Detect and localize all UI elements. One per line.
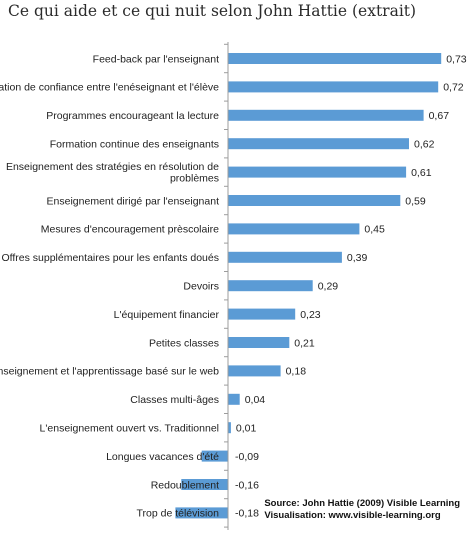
category-label: Formation continue des enseignants (50, 139, 219, 151)
bar (228, 166, 407, 178)
value-label: 0,73 (446, 53, 467, 65)
value-label: -0,09 (235, 451, 259, 463)
bar (181, 479, 228, 490)
value-label: 0,01 (236, 423, 257, 435)
category-label: L'équipement financier (114, 309, 220, 321)
value-label: 0,18 (286, 366, 307, 378)
bar (228, 393, 240, 405)
category-label: Classes multi-âges (130, 394, 219, 406)
value-label: 0,04 (245, 394, 266, 406)
value-label: 0,29 (318, 281, 339, 293)
visualisation-line: Visualisation: www.visible-learning.org (264, 510, 441, 521)
value-labels: 0,73 0,72 0,67 0,62 0,61 0,59 0,45 0,39 0,29 0,23… (235, 53, 467, 519)
category-label: Enseignement dirigé par l'enseignant (47, 195, 220, 207)
chart-title: Ce qui aide et ce qui nuit selon John Ha… (8, 2, 417, 20)
category-label: Longues vacances d'été (106, 451, 219, 463)
category-label: Feed-back par l'enseignant (93, 53, 219, 65)
bar (228, 81, 439, 93)
bar (201, 450, 228, 462)
category-labels: Feed-back par l'enseignant Relation de co… (0, 53, 219, 519)
value-label: -0,16 (235, 479, 259, 491)
bar (228, 365, 281, 377)
bar (175, 507, 228, 519)
source-line: Source: John Hattie (2009) Visible Learn… (264, 498, 460, 509)
value-label: -0,18 (235, 508, 259, 520)
value-label: 0,39 (347, 252, 368, 264)
bar (228, 223, 360, 235)
bar (228, 109, 424, 121)
category-label: L'enseignement et l'apprentissage basé s… (0, 366, 219, 378)
category-label: L'enseignement ouvert vs. Traditionnel (40, 423, 219, 435)
bars (175, 53, 442, 519)
category-label: Enseignement des stratégies en résolutio… (6, 161, 219, 185)
bar (228, 251, 342, 263)
value-label: 0,62 (414, 139, 435, 151)
bar (228, 337, 290, 348)
category-label: Programmes encourageant la lecture (46, 110, 219, 122)
bar (228, 195, 401, 206)
category-label: Redoublement (151, 479, 219, 491)
value-label: 0,23 (300, 309, 321, 321)
bar (228, 53, 442, 64)
value-label: 0,61 (411, 167, 432, 179)
source-note: Source: John Hattie (2009) Visible Learn… (264, 498, 460, 522)
value-label: 0,72 (443, 82, 464, 94)
category-label: Offres supplémentaires pour les enfants … (1, 252, 219, 264)
category-label: Mesures d'encouragement prèscolaire (41, 224, 219, 236)
category-label: Trop de télévision (137, 508, 220, 520)
category-label: Devoirs (183, 281, 219, 293)
value-label: 0,45 (364, 224, 385, 236)
value-label: 0,59 (405, 195, 426, 207)
value-label: 0,21 (294, 337, 315, 349)
category-label: Relation de confiance entre l'enéseignan… (0, 82, 219, 94)
bar (228, 308, 296, 320)
bar (228, 280, 313, 292)
bar (228, 422, 231, 434)
value-label: 0,67 (429, 110, 450, 122)
category-label: Petites classes (149, 337, 219, 349)
bar (228, 138, 409, 150)
